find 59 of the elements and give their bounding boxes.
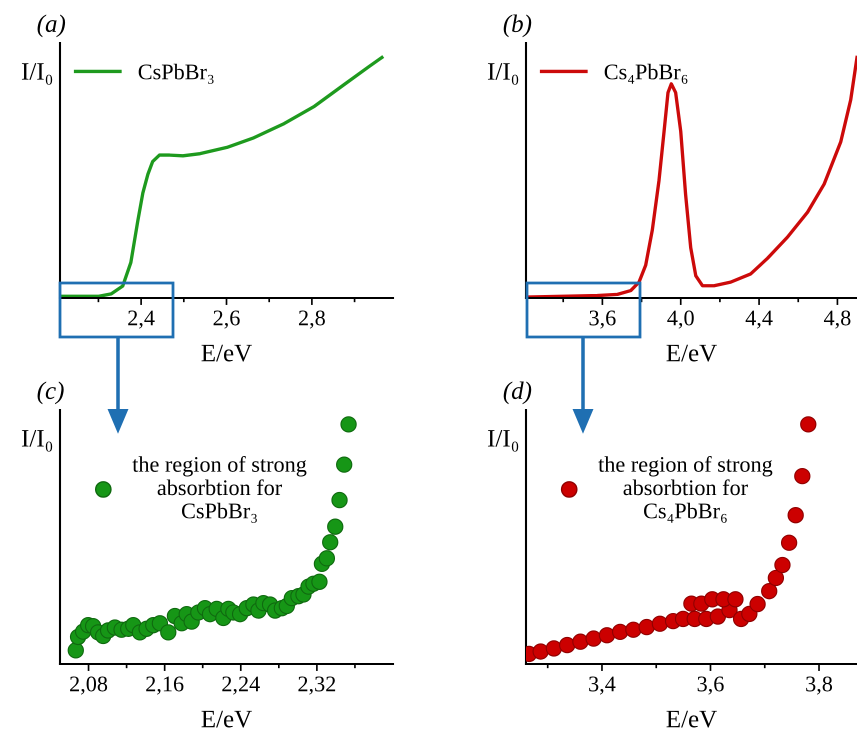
point — [710, 608, 726, 625]
point — [749, 596, 766, 612]
point — [761, 582, 778, 600]
x-tick-label: 3,4 — [589, 676, 616, 695]
point — [68, 642, 84, 659]
chart-title: (c) — [38, 382, 64, 404]
point — [532, 643, 549, 660]
x-tick-label: 2,16 — [146, 676, 184, 695]
x-axis-title: E/eV — [666, 710, 717, 728]
point — [780, 534, 798, 551]
point — [331, 492, 348, 508]
chart-title: (a) — [38, 14, 66, 38]
point — [546, 640, 562, 657]
point — [585, 630, 602, 647]
point — [788, 507, 804, 524]
point — [638, 618, 655, 636]
x-tick-label: 4,0 — [667, 310, 694, 329]
chart-title: (d) — [504, 382, 532, 404]
x-tick-label: 4,4 — [746, 310, 773, 329]
point — [768, 570, 784, 586]
x-tick-label: 4,8 — [824, 310, 850, 329]
x-tick-label: 2,08 — [70, 676, 108, 695]
x-axis-title: E/eV — [666, 344, 717, 362]
point — [652, 616, 668, 632]
point — [322, 534, 338, 550]
legend-label: CsPbBr₃ — [138, 64, 214, 84]
y-axis-title: I/I₀ — [22, 63, 52, 85]
point — [598, 627, 616, 644]
point — [340, 416, 357, 433]
x-tick-label: 2,32 — [298, 676, 336, 695]
legend-label: the region of strong absorbtion for CsPbBr₃ — [132, 456, 306, 523]
x-axis-title: E/eV — [202, 710, 252, 728]
x-tick-label: 2,8 — [298, 310, 325, 329]
x-tick-label: 3,6 — [590, 310, 616, 329]
point — [572, 634, 589, 650]
point — [794, 468, 810, 484]
point — [625, 622, 642, 638]
point — [160, 624, 176, 641]
point — [800, 416, 816, 433]
x-tick-label: 3,8 — [806, 676, 832, 695]
x-tick-label: 2,4 — [128, 310, 155, 329]
x-tick-label: 2,24 — [222, 676, 260, 695]
x-tick-label: 2,6 — [214, 310, 240, 329]
x-axis-title: E/eV — [202, 344, 252, 362]
y-axis-title: I/I₀ — [22, 430, 52, 452]
point — [612, 624, 628, 640]
point — [311, 574, 328, 590]
point — [559, 636, 576, 654]
y-axis-title: I/I₀ — [488, 430, 518, 452]
point — [327, 518, 344, 535]
chart-title: (b) — [504, 14, 532, 38]
point — [318, 550, 336, 566]
point — [774, 556, 791, 574]
point — [336, 456, 352, 473]
x-tick-label: 3,6 — [698, 676, 724, 695]
point — [727, 591, 744, 608]
legend-label: Cs₄PbBr₆ — [604, 64, 688, 84]
legend-label: the region of strong absorbtion for Cs₄PbBr₆ — [598, 456, 772, 523]
y-axis-title: I/I₀ — [488, 63, 518, 85]
